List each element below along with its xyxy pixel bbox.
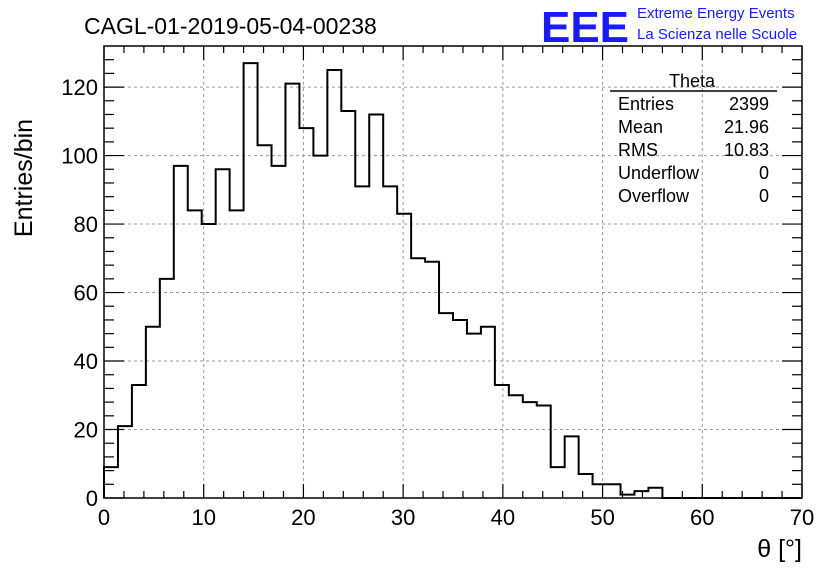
x-tick-label: 20: [291, 505, 315, 530]
histogram-bin: [285, 84, 299, 498]
histogram-bin: [104, 467, 118, 498]
histogram-series: [103, 62, 802, 499]
histogram-bin: [579, 474, 593, 498]
y-tick-label: 120: [61, 75, 98, 100]
y-tick-label: 0: [86, 486, 98, 511]
histogram-bin: [397, 214, 411, 498]
histogram-bin: [369, 114, 383, 498]
histogram-bin: [425, 262, 439, 498]
x-tick-label: 0: [98, 505, 110, 530]
histogram-bin: [272, 166, 286, 498]
histogram-bin: [481, 327, 495, 498]
histogram-bin: [327, 70, 341, 498]
histogram-bin: [230, 210, 244, 498]
histogram-bin: [118, 426, 132, 498]
run-title: CAGL-01-2019-05-04-00238: [84, 13, 377, 39]
x-tick-label: 10: [191, 505, 215, 530]
histogram-bin: [216, 169, 230, 498]
histogram-bin: [523, 402, 537, 498]
x-tick-label: 60: [690, 505, 714, 530]
stats-row: Underflow 0: [618, 163, 769, 183]
y-tick-label: 20: [74, 418, 98, 443]
stats-box: Theta Entries 2399 Mean 21.96 RMS 10.83 …: [610, 71, 777, 206]
x-tick-labels: 0 10 20 30 40 50 60 70: [98, 505, 814, 530]
eee-logo: EEE Extreme Energy Events La Scienza nel…: [541, 3, 797, 52]
stats-label: Entries: [618, 94, 674, 114]
histogram-bin: [383, 186, 397, 498]
histogram-bin: [537, 406, 551, 498]
stats-title: Theta: [669, 71, 716, 91]
y-tick-label: 40: [74, 349, 98, 374]
histogram-bin: [188, 210, 202, 498]
x-axis-title: θ [°]: [757, 535, 802, 563]
histogram-bin: [648, 488, 662, 498]
y-tick-label: 100: [61, 144, 98, 169]
stats-label: Mean: [618, 117, 663, 137]
histogram-bin: [509, 395, 523, 498]
stats-value: 0: [759, 163, 769, 183]
logo-line-2: La Scienza nelle Scuole: [637, 26, 797, 43]
histogram-bin: [299, 128, 313, 498]
histogram-bin: [244, 63, 258, 498]
stats-row: RMS 10.83: [618, 140, 769, 160]
x-tick-label: 30: [391, 505, 415, 530]
histogram-bin: [146, 327, 160, 498]
y-axis-title: Entries/bin: [10, 119, 38, 237]
x-tick-label: 40: [491, 505, 515, 530]
histogram-bin: [174, 166, 188, 498]
histogram-bin: [160, 279, 174, 498]
stats-value: 2399: [729, 94, 769, 114]
stats-value: 10.83: [724, 140, 769, 160]
histogram-bin: [467, 334, 481, 498]
y-tick-label: 80: [74, 212, 98, 237]
histogram-bin: [634, 491, 648, 498]
stats-value: 21.96: [724, 117, 769, 137]
histogram-bin: [411, 258, 425, 498]
stats-row: Entries 2399: [618, 94, 769, 114]
logo-line-1: Extreme Energy Events: [637, 5, 795, 22]
histogram-bin: [258, 145, 272, 498]
histogram-bin: [202, 224, 216, 498]
stats-label: Overflow: [618, 186, 690, 206]
axis-ticks: [103, 46, 803, 499]
stats-row: Mean 21.96: [618, 117, 769, 137]
stats-label: RMS: [618, 140, 658, 160]
histogram-bin: [565, 436, 579, 498]
histogram-outline: [103, 62, 802, 499]
y-tick-label: 60: [74, 281, 98, 306]
histogram-bin: [439, 313, 453, 498]
x-tick-label: 70: [790, 505, 814, 530]
stats-row: Overflow 0: [618, 186, 769, 206]
stats-label: Underflow: [618, 163, 700, 183]
logo-mark: EEE: [541, 3, 629, 52]
x-tick-label: 50: [590, 505, 614, 530]
histogram-bin: [355, 186, 369, 498]
stats-value: 0: [759, 186, 769, 206]
y-tick-labels: 0 20 40 60 80 100 120: [61, 75, 98, 511]
histogram-bin: [593, 484, 607, 498]
histogram-bin: [607, 484, 621, 498]
plot-frame: [103, 45, 803, 499]
histogram-bin: [453, 320, 467, 498]
histogram-bin: [132, 385, 146, 498]
histogram-bin: [495, 385, 509, 498]
histogram-bin: [313, 156, 327, 498]
grid-lines: [104, 46, 802, 498]
histogram-bin: [341, 111, 355, 498]
